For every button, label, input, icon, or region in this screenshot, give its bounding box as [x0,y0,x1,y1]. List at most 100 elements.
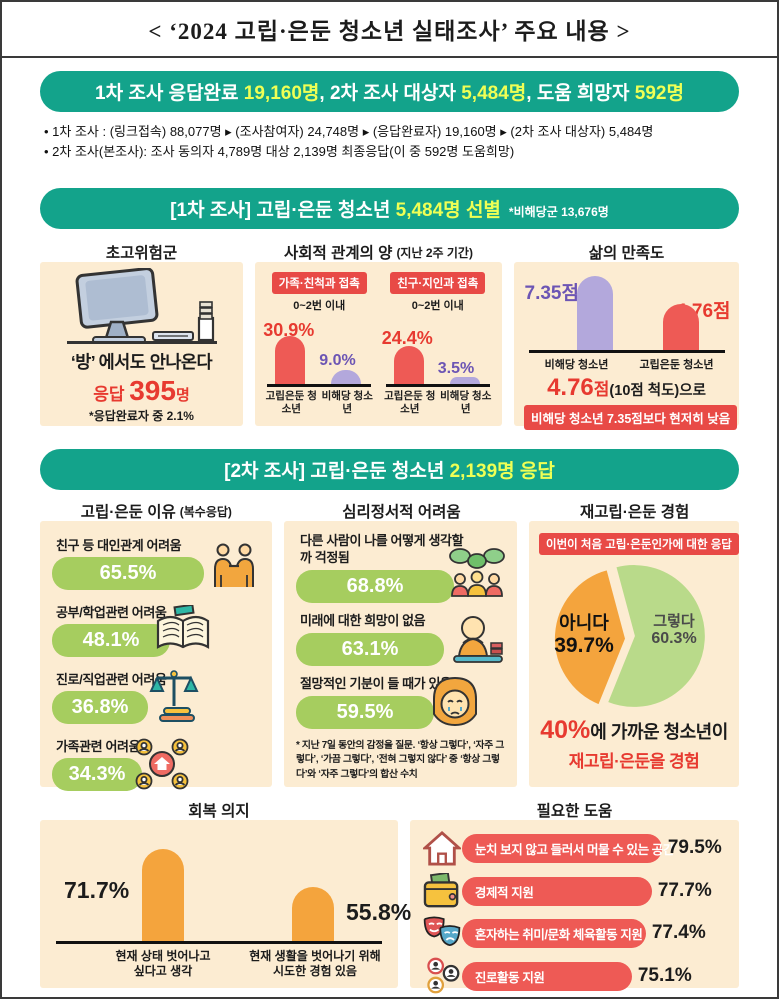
banner-note: *비해당군 13,676명 [508,204,609,219]
reason-label: 공부/학업관련 어려움 [56,605,167,620]
psych-item: 다른 사람이 나를 어떻게 생각할까 걱정됨 68.8% [296,533,505,603]
isolation-reasons-panel: 친구 등 대인관계 어려움 65.5% 공부/학업관련 어려움 [40,521,272,791]
bar-chart: 24.4% 3.5% [382,315,490,387]
reason-label: 진로/직업관련 어려움 [56,672,167,687]
survey-note-line: • 1차 조사 : (링크접속) 88,077명 ▸ (조사참여자) 24,74… [44,124,654,139]
banner-highlight: 2,139명 응답 [449,461,555,482]
high-risk-answer: 응답 395명 [40,375,243,407]
reason-item: 가족관련 어려움 34.3% [52,736,260,791]
bar-label: 비해당 청소년 [321,389,373,415]
reason-label: 가족관련 어려움 [56,739,141,754]
answer-number: 395 [129,375,176,406]
bar-isolated [393,345,424,384]
recovery-bar [142,849,184,941]
relapse-panel: 이번이 처음 고립·은둔인가에 대한 응답 아니다 39.7% 그렇다 [529,521,739,787]
banner-highlight: 19,160명 [243,83,320,104]
reason-label: 친구 등 대인관계 어려움 [56,538,182,553]
axis-line [56,941,382,944]
reason-bar: 48.1% [52,624,170,657]
bar-label: 고립은둔 청소년 [639,359,714,371]
psych-difficulties-panel: 다른 사람이 나를 어떻게 생각할까 걱정됨 68.8% [284,521,517,787]
hopeless-person-icon [449,613,505,670]
summary-rest: (10점 척도)으로 [609,383,706,399]
answer-prefix: 응답 [93,385,130,404]
help-value: 79.5% [667,837,722,858]
bar-label: 현재 상태 벗어나고 싶다고 생각 [73,949,253,980]
content-area: 1차 조사 응답완료 19,160명, 2차 조사 대상자 5,484명, 도움… [2,71,777,994]
high-risk-note: *응답완료자 중 2.1% [89,409,194,423]
row3-titles: 회복 의지 필요한 도움 [40,800,739,820]
high-risk-caption: ‘방’ 에서도 안나온다 [70,352,213,372]
sad-face-icon [431,676,479,733]
social-title-note: (지난 2주 기간) [396,245,473,260]
relapse-pie-chart: 아니다 39.7% 그렇다 60.3% [541,557,727,715]
pie-chart-graphic [553,563,707,709]
help-bar: 혼자하는 취미/문화 체육활동 지원 [461,918,646,948]
bar-label-line: 현재 상태 벗어나고 [115,948,211,963]
reasons-title: 고립·은둔 이유 (복수응답) [40,501,273,521]
banner-highlight: 5,484명 [461,83,527,104]
psych-item: 미래에 대한 희망이 없음 63.1% [296,613,505,666]
recovery-panel: 71.7% 55.8% 현재 상태 벗어나고 싶다고 생각 현재 생활을 벗어나… [40,820,411,988]
relapse-summary-badge: 재고립·은둔을 경험 [568,752,700,771]
recovery-bar [292,887,334,941]
chart-badge: 가족·친척과 접촉 [271,272,367,294]
wallet-icon [422,873,462,909]
pie-yes-value: 60.3% [651,630,697,648]
book-graduation-icon [154,603,212,660]
theater-masks-icon [422,916,462,950]
survey-note-line: • 2차 조사(본조사): 조사 동의자 4,789명 대상 2,139명 최종… [44,144,515,159]
high-risk-title: 초고위험군 [105,245,178,262]
house-icon [422,830,462,866]
social-relations-panel: 가족·친척과 접촉 0~2번 이내 30.9% 9.0% 고립은둔 청소년 비해… [255,262,502,426]
bar-non-applicable [576,276,613,350]
psych-bar: 68.8% [296,569,454,603]
satisfaction-summary: 4.76점(10점 척도)으로 [524,374,729,402]
help-item: 경제적 지원 77.7% [422,873,727,909]
recovery-title: 회복 의지 [188,803,250,820]
bar-label-line: 싶다고 생각 [133,964,193,979]
banner-second-survey: [2차 조사] 고립·은둔 청소년 2,139명 응답 [40,449,739,490]
bar-label: 비해당 청소년 [440,389,492,415]
help-item: 진로활동 지원 75.1% [422,957,727,995]
worried-group-icon [449,546,505,603]
bar-label: 고립은둔 청소년 [384,389,436,415]
family-home-icon [134,738,190,795]
bar-value: 3.5% [437,360,475,377]
career-people-icon [422,957,462,995]
chart-badge: 친구·지인과 접촉 [390,272,486,294]
bar-value: 9.0% [319,352,356,369]
bar-value: 30.9% [263,320,315,340]
help-item: 혼자하는 취미/문화 체육활동 지원 77.4% [422,916,727,950]
reason-item: 공부/학업관련 어려움 48.1% [52,602,260,657]
pie-label-yes: 그렇다 60.3% [643,613,705,649]
banner-text: 1차 조사 응답완료 [95,83,244,104]
reasons-title-text: 고립·은둔 이유 [80,504,176,521]
summary-rest: 에 가까운 청소년이 [590,722,728,742]
psych-footnote: * 지난 7일 동안의 감정을 질문. ‘항상 그렇다’, ‘자주 그렇다’, … [296,739,505,780]
survey-notes: • 1차 조사 : (링크접속) 88,077명 ▸ (조사참여자) 24,74… [44,122,739,162]
help-bar: 경제적 지원 [461,876,652,906]
bar-isolated [275,335,306,384]
help-bar: 진로활동 지원 [461,961,632,991]
satisfaction-title: 삶의 만족도 [588,245,665,262]
pie-slice-yes [605,563,707,709]
chart-range: 0~2번 이내 [293,300,346,312]
psych-bar: 59.5% [296,695,434,729]
banner-text: , 2차 조사 대상자 [319,83,462,104]
page-title: < ‘2024 고립·은둔 청소년 실태조사’ 주요 내용 > [2,2,777,58]
banner-first-survey: [1차 조사] 고립·은둔 청소년 5,484명 선별 *비해당군 13,676명 [40,188,739,229]
reason-item: 진로/직업관련 어려움 36.8% [52,669,260,724]
pie-no-value: 39.7% [554,633,614,657]
reason-bar: 34.3% [52,758,142,791]
pie-label-no: 아니다 39.7% [547,613,621,658]
social-title-text: 사회적 관계의 양 [284,245,393,262]
row1-titles: 초고위험군 사회적 관계의 양 (지난 2주 기간) 삶의 만족도 [40,242,739,262]
banner-text: [1차 조사] 고립·은둔 청소년 [170,200,396,221]
high-risk-panel: ‘방’ 에서도 안나온다 응답 395명 *응답완료자 중 2.1% [40,262,243,426]
relapse-badge: 이번이 처음 고립·은둔인가에 대한 응답 [539,533,739,555]
help-value: 75.1% [637,965,692,986]
reasons-title-note: (복수응답) [179,504,232,519]
psych-bar: 63.1% [296,632,444,666]
